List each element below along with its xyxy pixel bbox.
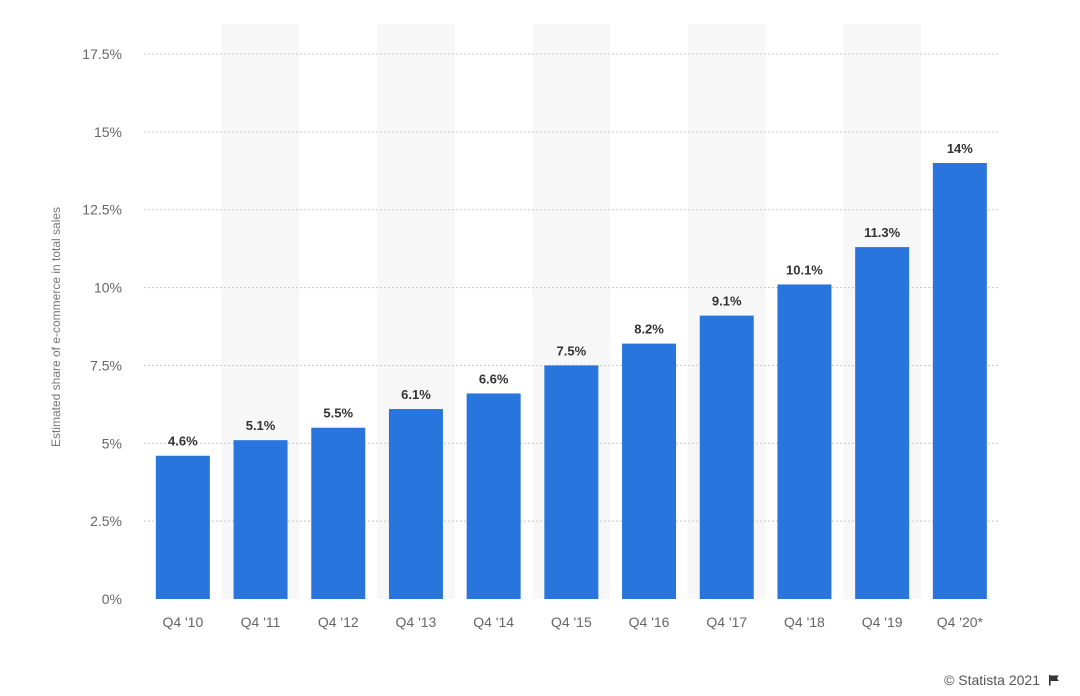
data-label: 5.5% [323, 406, 353, 421]
y-tick-label: 2.5% [90, 513, 122, 529]
x-tick-label: Q4 '15 [551, 614, 592, 630]
bar [388, 409, 443, 599]
x-tick-label: Q4 '18 [784, 614, 825, 630]
y-tick-label: 0% [102, 591, 122, 607]
data-labels: 4.6% 5.1% 5.5% 6.1% 6.6% 7.5% 8.2% 9.1% 10.1% 11.… [168, 141, 973, 449]
x-axis-ticks: Q4 '10 Q4 '11 Q4 '12 Q4 '13 Q4 '14 Q4 '15 Q4 '… [162, 614, 983, 630]
x-tick-label: Q4 '17 [706, 614, 747, 630]
bar [777, 284, 832, 599]
bar [311, 427, 366, 599]
data-label: 6.1% [401, 387, 431, 402]
x-tick-label: Q4 '10 [162, 614, 203, 630]
data-label: 4.6% [168, 434, 198, 449]
x-tick-label: Q4 '20* [937, 614, 984, 630]
data-label: 11.3% [864, 225, 901, 240]
bar [233, 440, 288, 599]
y-axis-ticks: 0% 2.5% 5% 7.5% 10% 12.5% 15% 17.5% [82, 46, 122, 607]
flag-icon[interactable] [1048, 674, 1060, 686]
bar [855, 247, 910, 600]
x-tick-label: Q4 '16 [629, 614, 670, 630]
data-label: 6.6% [479, 371, 509, 386]
data-label: 10.1% [786, 262, 823, 277]
data-label: 5.1% [246, 418, 276, 433]
data-label: 9.1% [712, 294, 742, 309]
y-tick-label: 10% [94, 280, 122, 296]
y-tick-label: 5% [102, 435, 122, 451]
data-label: 7.5% [557, 343, 587, 358]
x-tick-label: Q4 '19 [862, 614, 903, 630]
bar [466, 393, 521, 599]
y-tick-label: 7.5% [90, 357, 122, 373]
data-label: 14% [947, 141, 973, 156]
credit-text[interactable]: © Statista 2021 [944, 672, 1040, 688]
data-label: 8.2% [634, 322, 664, 337]
bar [544, 365, 599, 599]
x-tick-label: Q4 '11 [241, 614, 281, 630]
y-tick-label: 17.5% [82, 46, 122, 62]
x-tick-label: Q4 '12 [318, 614, 359, 630]
y-tick-label: 12.5% [82, 202, 122, 218]
y-axis-label: Estimated share of e-commerce in total s… [49, 207, 63, 447]
bar [155, 455, 210, 599]
bars [155, 163, 987, 600]
x-tick-label: Q4 '14 [473, 614, 514, 630]
bar [699, 315, 754, 599]
bar [622, 343, 677, 599]
x-tick-label: Q4 '13 [396, 614, 437, 630]
y-tick-label: 15% [94, 124, 122, 140]
bar [932, 163, 987, 599]
source-credit[interactable]: © Statista 2021 [944, 672, 1060, 688]
